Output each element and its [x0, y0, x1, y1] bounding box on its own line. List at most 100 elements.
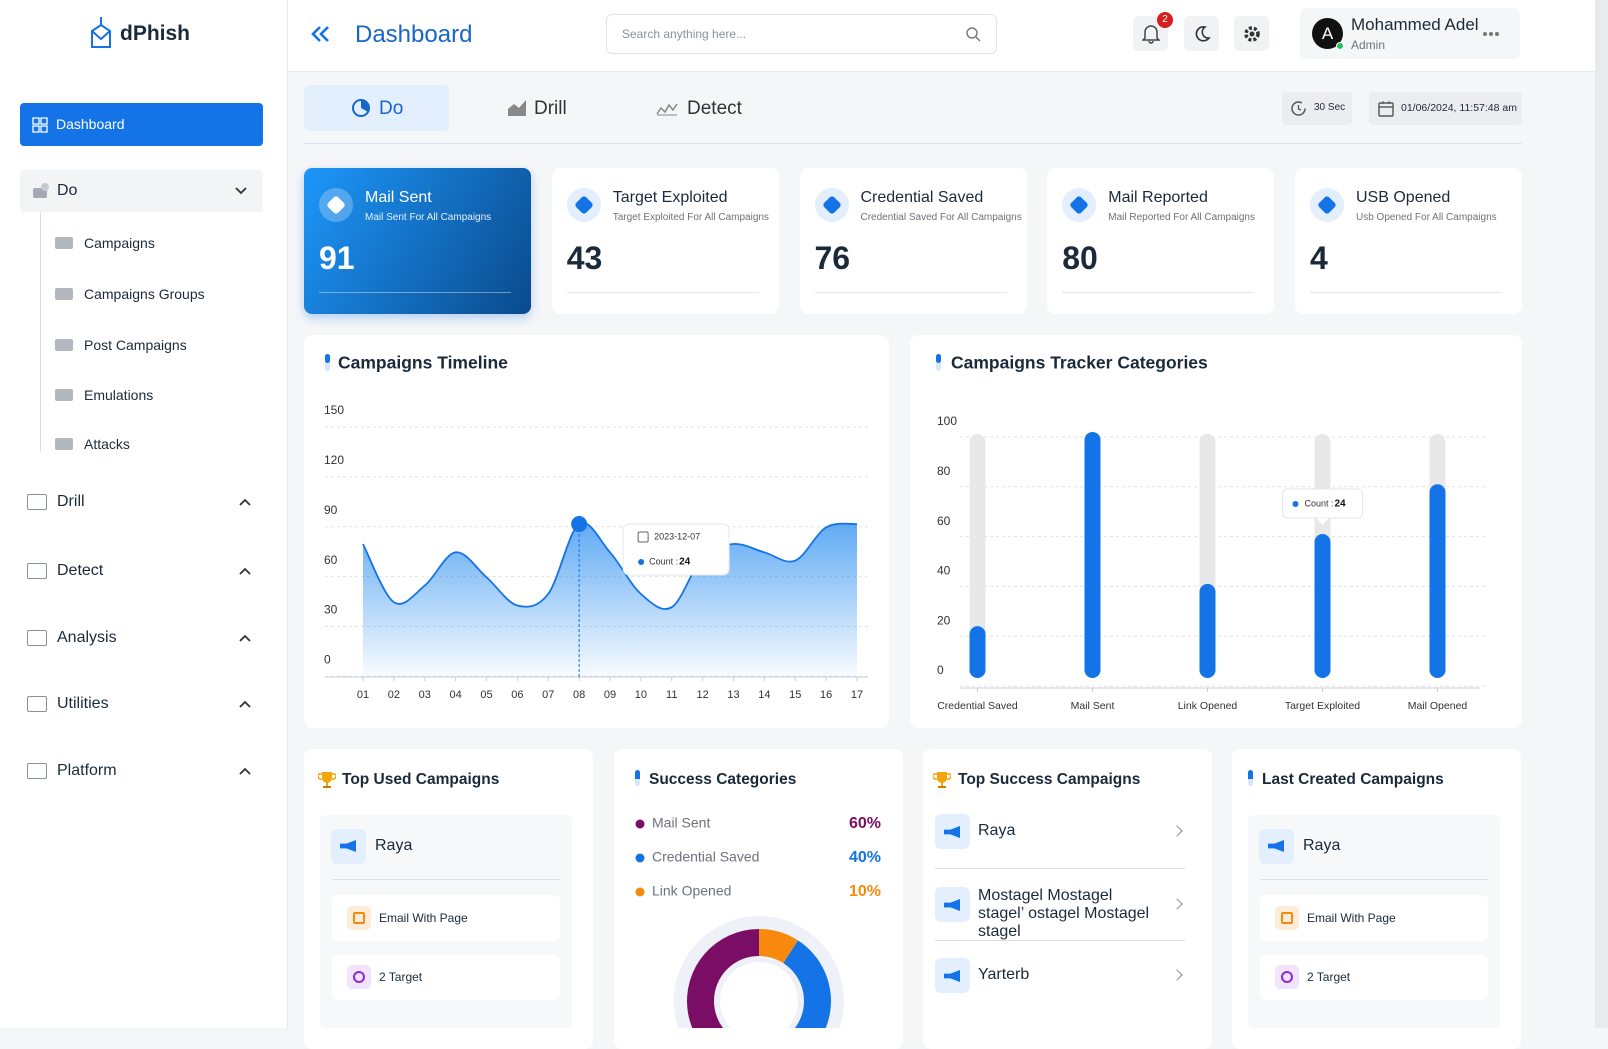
nav-section[interactable]: Drill [20, 482, 263, 522]
online-dot [1336, 42, 1344, 50]
section-icon [27, 563, 47, 579]
nav-item[interactable]: Emulations [50, 379, 260, 411]
success-campaign[interactable]: Raya [935, 814, 1185, 850]
detail-icon [347, 906, 371, 930]
section-icon [27, 630, 47, 646]
stat-value: 91 [319, 240, 355, 276]
section-label: Detect [57, 562, 104, 579]
chevron [239, 567, 251, 575]
tab-do[interactable] [304, 85, 449, 131]
chevron-up [239, 700, 251, 708]
datetime: 01/06/2024, 11:57:48 am [1401, 102, 1517, 114]
detail-glyph [353, 971, 365, 983]
stat-card: Mail Sent Mail Sent For All Campaigns 91 [304, 168, 531, 314]
stat-subtitle: Credential Saved For All Campaigns [860, 212, 1022, 223]
scrollbar [1595, 0, 1608, 1028]
tab-label[interactable]: Drill [534, 98, 567, 119]
chart-title: Campaigns Timeline [338, 353, 508, 373]
refresh-chip[interactable]: 30 Sec [1282, 92, 1352, 125]
stat-title: Mail Sent [365, 189, 432, 206]
nav-icon [55, 237, 73, 249]
x-tick-label: 09 [604, 689, 616, 701]
y-tick-label: 90 [324, 503, 338, 517]
moon-icon [1195, 26, 1211, 42]
section-label: Do [57, 182, 78, 199]
row-divider [935, 868, 1185, 869]
stat-value: 80 [1062, 240, 1098, 276]
x-tick-label: 05 [480, 689, 492, 701]
title-accent [635, 770, 640, 786]
nav-section[interactable]: Utilities [20, 684, 263, 724]
brand-logo [91, 17, 111, 48]
theme-button[interactable] [1184, 16, 1219, 51]
success-campaign[interactable]: Yarterb [935, 958, 1185, 994]
tooltip-date: 2023-12-07 [654, 531, 700, 541]
stat-title: USB Opened [1356, 189, 1451, 206]
detail-glyph [353, 912, 365, 924]
nav-dashboard[interactable]: Dashboard [20, 103, 263, 146]
user-card[interactable]: A Mohammed Adel Admin [1300, 8, 1520, 59]
more-icon [1483, 32, 1499, 36]
y-tick-label: 100 [937, 414, 957, 428]
section-icon [27, 494, 47, 510]
bell-icon [1142, 25, 1160, 44]
chevron [239, 767, 251, 775]
tooltip-value: 24 [679, 557, 691, 568]
search-placeholder: Search anything here... [622, 27, 747, 41]
title-accent [1248, 770, 1253, 786]
success-campaign[interactable]: Mostagel Mostagel stagel’ ostagel Mostag… [935, 887, 1185, 940]
bar [1429, 484, 1446, 678]
x-tick-label: 04 [450, 689, 462, 701]
gear-icon [1244, 26, 1260, 42]
nav-section[interactable]: Analysis [20, 618, 263, 658]
settings-button[interactable] [1234, 16, 1269, 51]
nav-item[interactable]: Post Campaigns [50, 329, 260, 361]
nav-section[interactable]: Platform [20, 751, 263, 791]
campaign-name: Raya [1303, 837, 1341, 854]
legend-label: Mail Sent [652, 815, 710, 831]
chevron-down [235, 187, 247, 195]
donut-inner-ring [714, 956, 804, 1028]
nav-icon [55, 339, 73, 351]
campaign-panel: Raya Email With Page 2 Target [1248, 815, 1500, 1028]
x-tick-label: 06 [511, 689, 523, 701]
stat-divider [1062, 292, 1255, 293]
nav-section[interactable]: Detect [20, 551, 263, 591]
value-label: 10% [849, 883, 881, 900]
x-tick-label: 13 [727, 689, 739, 701]
card-title: Last Created Campaigns [1262, 771, 1444, 788]
legend-dot [635, 887, 645, 897]
stat-divider [1310, 292, 1502, 293]
notifications-button[interactable]: 2 [1133, 12, 1173, 51]
nav-icon [55, 288, 73, 300]
y-tick-label: 120 [324, 453, 344, 467]
x-tick-label: 08 [573, 689, 585, 701]
detail-glyph [1281, 971, 1293, 983]
stat-card: Target Exploited Target Exploited For All… [551, 168, 779, 314]
line [362, 521, 858, 610]
refresh-interval: 30 Sec [1314, 102, 1346, 113]
nav-item[interactable]: Attacks [50, 428, 260, 460]
nav-item[interactable]: Campaigns Groups [50, 278, 260, 310]
nav-section-do[interactable]: Do [20, 170, 263, 212]
tab-label[interactable]: Detect [687, 98, 742, 119]
tooltip-value: 24 [1335, 499, 1347, 510]
y-tick-label: 150 [324, 403, 344, 417]
search-box[interactable]: Search anything here... [606, 14, 997, 54]
bar [1314, 534, 1331, 678]
y-tick-label: 0 [937, 663, 944, 677]
collapse-button[interactable] [311, 26, 331, 44]
x-tick-label: 07 [542, 689, 554, 701]
tooltip-dot [1292, 501, 1299, 508]
tracker-card [910, 335, 1522, 728]
y-tick-label: 60 [937, 514, 951, 528]
card-title: Top Used Campaigns [342, 771, 500, 788]
nav-item[interactable]: Campaigns [50, 227, 260, 259]
y-tick-label: 40 [937, 564, 951, 578]
tree-line [40, 212, 41, 452]
chevron [239, 634, 251, 642]
nav-label: Post Campaigns [84, 337, 187, 353]
campaign-name: Mostagel Mostagel stagel’ ostagel Mostag… [978, 887, 1150, 940]
header: Dashboard Search anything here... 2 A Mo… [288, 0, 1608, 72]
y-tick-label: 30 [324, 603, 338, 617]
